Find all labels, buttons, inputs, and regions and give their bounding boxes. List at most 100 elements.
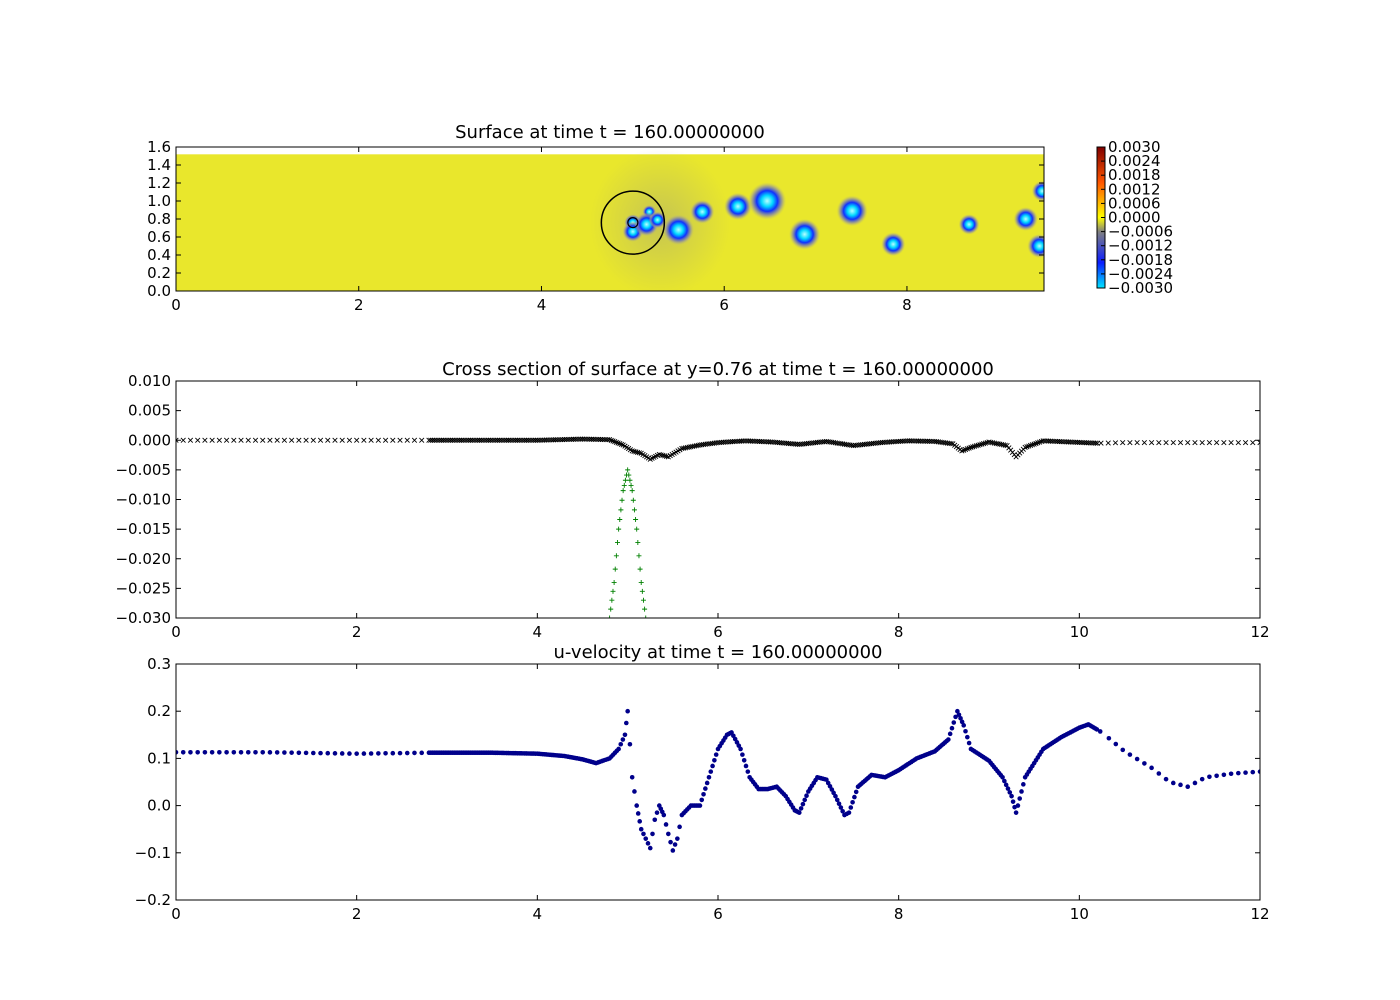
velocity-point [833,793,838,799]
velocity-point [383,751,388,756]
velocity-point [961,723,967,728]
cylinder-point [630,497,636,503]
surface-point [245,437,251,443]
cross-section-x-ticks: 0 2 4 6 8 10 12 [171,381,1270,641]
y-tick-label: 0.3 [147,655,171,673]
surface-point [618,441,625,447]
surface-point [1141,440,1147,446]
surface-point [1185,440,1191,446]
surface-point [1257,440,1260,446]
y-tick-label: −0.010 [115,491,171,509]
y-tick-label: −0.005 [115,461,171,479]
velocity-title: u-velocity at time t = 160.00000000 [554,642,883,663]
velocity-point [303,750,309,756]
velocity-point [1007,790,1013,795]
cylinder-point [626,472,632,478]
velocity-point [706,774,712,780]
x-tick-label: 4 [537,296,547,314]
velocity-point [1142,761,1147,766]
velocity-point [712,757,717,763]
velocity-point [634,803,639,808]
velocity-point [663,822,669,827]
surface-point [231,437,237,443]
velocity-point [956,712,962,718]
surface-point [216,437,222,443]
velocity-point [852,794,857,800]
colorbar-tick-label: −0.0024 [1108,265,1173,283]
velocity-point [654,810,660,815]
velocity-point [741,757,747,763]
velocity-point [1185,784,1191,790]
surface-point [339,437,345,443]
y-tick-label: −0.030 [115,609,171,627]
velocity-point [643,836,649,841]
surface-point [977,442,983,448]
velocity-point [745,769,751,774]
surface-point [404,437,410,443]
velocity-point [1010,799,1016,804]
velocity-point [1178,782,1183,788]
surface-x-ticks: 0 2 4 6 8 [171,147,912,314]
surface-point [187,437,194,443]
velocity-point [804,793,809,798]
velocity-point [1003,782,1009,788]
velocity-point [1250,769,1256,775]
surface-point [267,437,273,443]
velocity-point [840,808,845,814]
x-tick-label: 4 [533,905,543,923]
velocity-point [1207,774,1212,780]
colorbar-tick-label: −0.0006 [1108,223,1173,241]
y-tick-label: 0.2 [147,264,171,282]
y-tick-label: −0.1 [135,844,171,862]
velocity-point [176,749,179,755]
velocity-point [390,750,396,756]
cylinder-point [627,477,633,483]
velocity-point [1149,765,1154,771]
velocity-point [1214,773,1219,779]
cylinder-point [615,539,621,545]
velocity-point [1097,729,1103,734]
velocity-point [354,751,359,756]
velocity-point [661,812,667,818]
velocity-point [838,805,844,810]
y-tick-label: 0.0 [147,282,171,300]
u-velocity-series [176,708,1260,853]
velocity-point [620,737,626,742]
surface-point [1156,440,1162,446]
x-tick-label: 10 [1070,905,1089,923]
velocity-point [836,801,842,807]
velocity-point [224,749,229,755]
vortex [1027,234,1044,258]
cross-section-title: Cross section of surface at y=0.76 at ti… [442,359,994,380]
surface-point [411,437,418,443]
velocity-point [622,732,628,738]
surface-point [970,444,976,450]
velocity-point [1000,774,1005,780]
surface-title: Surface at time t = 160.00000000 [455,122,765,143]
x-tick-label: 0 [171,905,181,923]
velocity-point [289,750,294,755]
x-tick-label: 2 [354,296,364,314]
velocity-point [1094,727,1100,732]
cylinder-point [636,553,642,559]
cylinder-profile-series [607,467,649,618]
velocity-point [670,848,676,853]
velocity-point [1019,789,1024,794]
velocity-point [627,741,633,747]
surface-point [975,442,981,448]
velocity-point [697,803,703,808]
velocity-point [419,750,425,756]
velocity-point [188,749,193,755]
velocity-point [963,728,968,734]
velocity-point [325,750,331,756]
velocity-point [708,769,714,774]
x-tick-label: 2 [352,623,362,641]
velocity-point [638,826,644,832]
velocity-y-ticks: 0.3 0.2 0.1 0.0 −0.1 −0.2 [135,655,1260,909]
velocity-point [668,839,673,845]
velocity-point [1013,810,1019,815]
cylinder-center [627,217,639,229]
y-tick-label: 0.010 [128,372,171,390]
y-tick-label: 0.2 [147,702,171,720]
surface-point [397,437,403,443]
